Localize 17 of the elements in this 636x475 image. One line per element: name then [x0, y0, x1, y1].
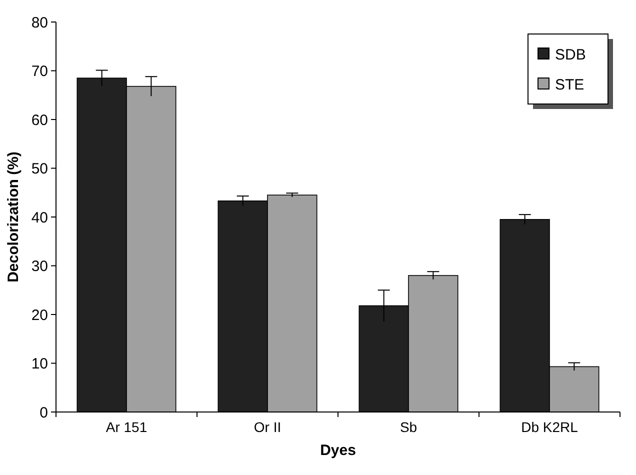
x-axis-title: Dyes [320, 442, 356, 459]
y-tick-label: 70 [31, 63, 48, 80]
x-tick-label: Ar 151 [106, 419, 148, 435]
y-axis-title: Decolorization (%) [5, 152, 22, 282]
x-tick-label: Db K2RL [521, 419, 578, 435]
y-tick-label: 80 [31, 14, 48, 32]
y-tick-label: 10 [31, 356, 48, 372]
y-tick-label: 30 [31, 258, 48, 275]
y-tick-label: 60 [31, 112, 48, 129]
y-tick-label: 0 [40, 404, 48, 422]
y-tick-label: 50 [31, 160, 48, 178]
y-tick-label: 20 [31, 306, 48, 324]
y-tick-label: 40 [31, 209, 48, 226]
legend-label: STE [555, 76, 584, 94]
legend-label: SDB [555, 46, 586, 64]
x-tick-label: Sb [400, 419, 418, 435]
x-tick-label: Or II [254, 419, 282, 435]
